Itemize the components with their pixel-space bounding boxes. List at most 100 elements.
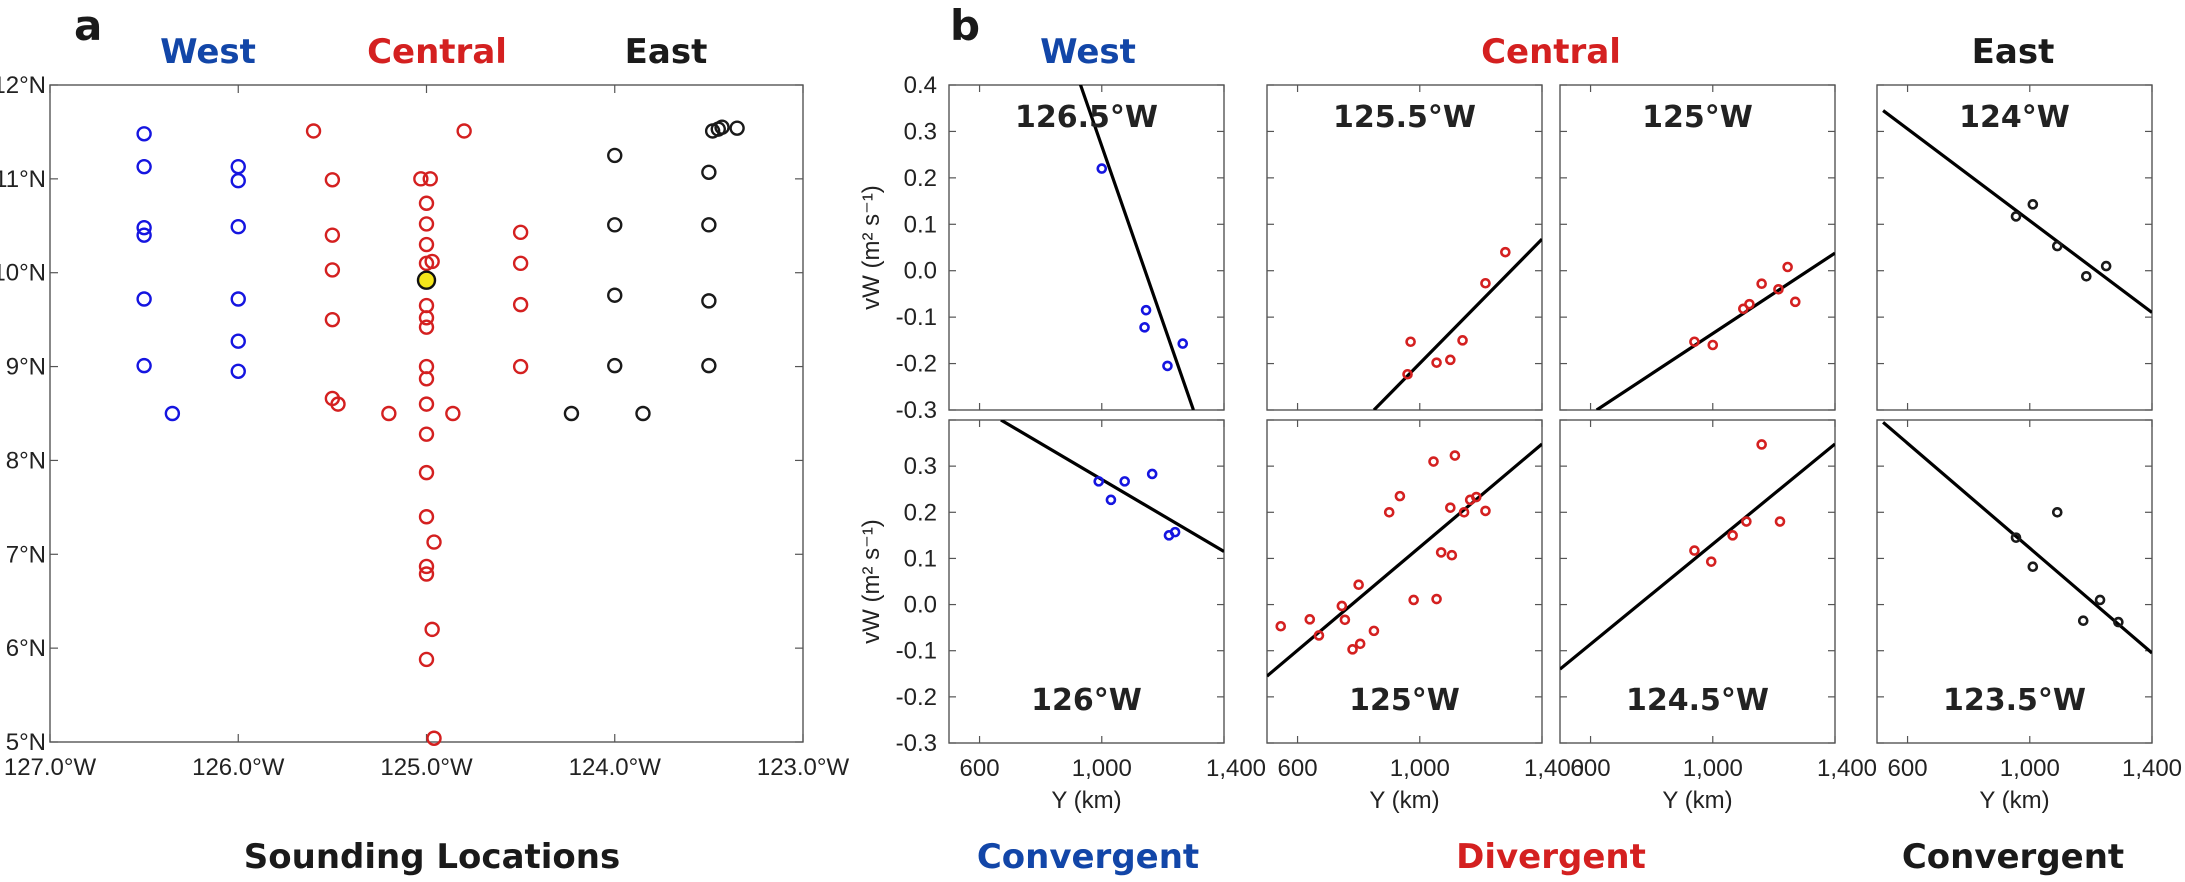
panel-b8-frame	[1876, 419, 2153, 744]
panel-a-xtick-label: 125.0°W	[380, 754, 473, 781]
panel-b6-point	[1458, 506, 1470, 518]
panel-b4-point	[2010, 211, 2022, 222]
panel-a-ytick-label: 5°N	[6, 729, 46, 756]
panel-b5-ylabel: vW (m² s⁻¹)	[858, 519, 885, 644]
panel-a-east-marker	[607, 287, 623, 303]
panel-b2-point	[1500, 246, 1511, 258]
panel-a-central-marker	[426, 730, 442, 746]
panel-b8-lon-label: 123.5°W	[1943, 683, 2086, 718]
panel-b1-ytick-label: -0.1	[896, 304, 937, 331]
panel-b8-fit-line	[1882, 421, 2152, 655]
panel-a-west-marker	[230, 158, 246, 175]
panel-b-central-caption: Divergent	[1456, 837, 1646, 877]
panel-b-central-label: Central	[1481, 32, 1621, 72]
panel-b7-xtick-label: 1,400	[1817, 755, 1877, 782]
panel-b6-point	[1394, 490, 1406, 502]
panel-a-west-marker	[230, 291, 246, 307]
panel-b5-ytick-label: -0.1	[896, 638, 937, 665]
plot-layer: 5°N 6°N 7°N 8°N 9°N 10°N 11°N 12°N 127.0°W 126.0°…	[0, 72, 2182, 814]
panel-a-ytick-label: 10°N	[0, 260, 46, 287]
panel-a-east-marker	[635, 405, 651, 422]
panel-b6-xtick-label: 1,000	[1390, 755, 1450, 782]
panel-b1-ylabel: vW (m² s⁻¹)	[858, 185, 885, 310]
panel-b8-xtick-label: 600	[1888, 755, 1928, 782]
panel-b7-group	[1559, 419, 1836, 744]
panel-b5-ytick-label: 0.0	[904, 592, 937, 619]
panel-b5-frame	[948, 419, 1225, 744]
panel-b5-xtick-label: 1,400	[1206, 755, 1266, 782]
panel-b1-ytick-label: 0.0	[904, 258, 937, 285]
panel-b6-lon-label: 125°W	[1349, 683, 1460, 718]
panel-a-west-marker	[230, 173, 246, 189]
panel-a-east-marker	[563, 405, 580, 422]
panel-a-central-marker	[418, 396, 435, 412]
panel-b2-point	[1445, 354, 1456, 366]
panel-a-central-marker	[324, 262, 341, 278]
panel-a-central-marker	[418, 651, 435, 668]
panel-b1-point	[1139, 322, 1150, 333]
panel-b8-point	[2094, 594, 2106, 606]
panel-b7-point	[1705, 556, 1717, 567]
panel-b7-lon-label: 124.5°W	[1626, 683, 1769, 718]
panel-b5-point	[1119, 476, 1130, 487]
panel-b6-point	[1336, 600, 1348, 612]
panel-a-central-marker	[426, 534, 442, 550]
panel-b5-point	[1146, 468, 1158, 480]
panel-a-east-marker	[701, 217, 717, 233]
panel-b5-point	[1169, 526, 1181, 538]
panel-b4-point	[2081, 270, 2092, 282]
panel-b3-fit-line	[1595, 251, 1835, 410]
panel-a-central-marker	[445, 405, 461, 422]
panel-a-central-marker	[418, 236, 435, 253]
panel-b1-ytick-label: 0.2	[904, 165, 937, 192]
panel-b2-frame	[1266, 84, 1543, 411]
panel-a-central-marker	[305, 123, 322, 139]
panel-b2-point	[1431, 357, 1442, 368]
panel-a-ytick-label: 12°N	[0, 72, 46, 99]
panel-b8-group	[1876, 419, 2153, 744]
panel-a-west-label: West	[160, 32, 256, 72]
panel-a-central-marker	[418, 195, 435, 211]
panel-b2-lon-label: 125.5°W	[1333, 100, 1476, 135]
panel-a-west-marker	[136, 219, 152, 236]
panel-a-ytick-label: 6°N	[6, 635, 46, 662]
panel-b3-group	[1559, 84, 1836, 411]
panel-b5-group	[948, 419, 1225, 744]
panel-a-caption: Sounding Locations	[244, 837, 620, 877]
panel-b1-ytick-label: 0.4	[904, 72, 937, 99]
panel-b6-xtick-label: 1,400	[1524, 755, 1584, 782]
panel-b7-xtick-label: 600	[1571, 755, 1611, 782]
panel-b6-frame	[1266, 419, 1543, 744]
panel-a-central-marker	[424, 621, 440, 638]
panel-a-east-marker	[607, 147, 623, 164]
panel-b6-point	[1446, 549, 1458, 561]
panel-b8-point	[2010, 532, 2022, 543]
panel-b1-group	[948, 84, 1225, 411]
panel-a-east-marker	[701, 293, 717, 309]
panel-b2-point	[1405, 336, 1416, 348]
panel-b1-point	[1177, 338, 1189, 349]
panel-a-central-marker	[424, 253, 440, 270]
panel-b-east-caption: Convergent	[1902, 837, 2124, 877]
panel-b7-frame	[1559, 419, 1836, 744]
panel-b3-point	[1756, 278, 1767, 290]
panel-b2-fit-line	[1372, 238, 1542, 410]
panel-a-west-marker	[230, 363, 246, 379]
panel-a-xtick-label: 124.0°W	[569, 754, 662, 781]
panel-b3-point	[1744, 298, 1755, 310]
panel-b4-point	[2051, 240, 2063, 252]
panel-b8-point	[2051, 506, 2063, 518]
panel-a-highlight-marker	[416, 270, 437, 290]
panel-a-west-marker	[136, 227, 152, 243]
panel-a-ytick-label: 8°N	[6, 447, 46, 474]
panel-a-central-marker	[324, 227, 341, 243]
panel-b6-point	[1435, 547, 1447, 558]
panel-a-west-marker	[230, 219, 246, 235]
panel-b7-point	[1756, 439, 1767, 450]
panel-b6-xtick-label: 600	[1278, 755, 1318, 782]
panel-b1-point	[1162, 360, 1173, 372]
panel-b3-point	[1789, 296, 1801, 308]
panel-a-central-marker	[418, 566, 435, 582]
panel-a-east-marker	[607, 217, 623, 233]
panel-b6-point	[1304, 614, 1316, 625]
